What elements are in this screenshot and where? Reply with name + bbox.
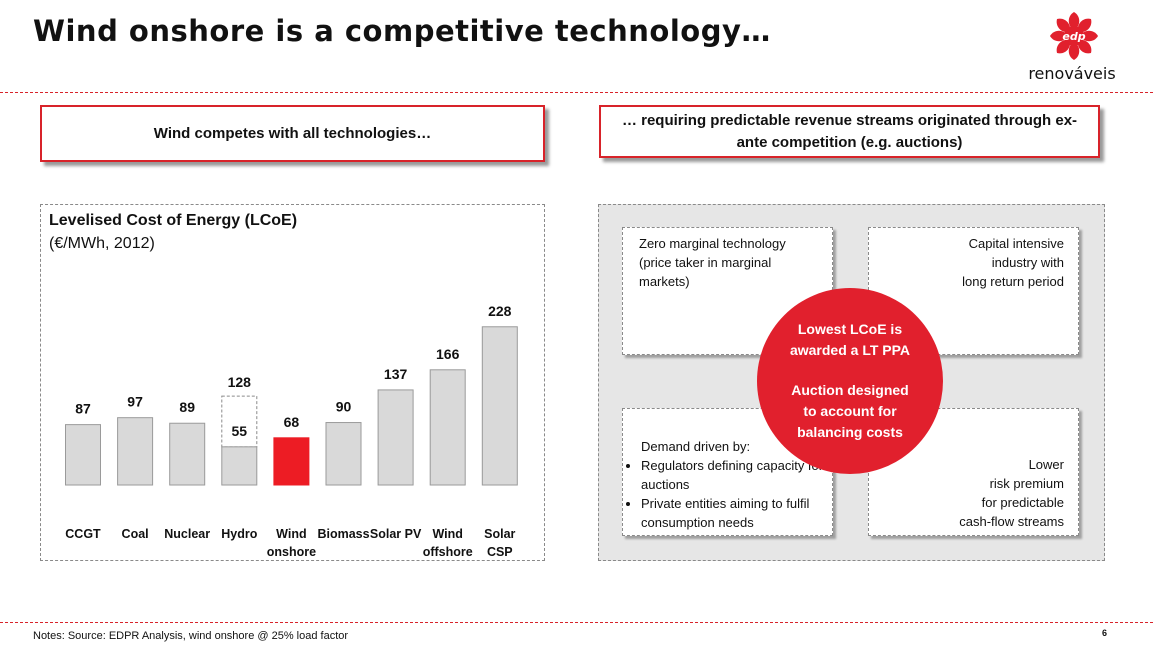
notes: Notes: Source: EDPR Analysis, wind onsho…: [33, 630, 349, 642]
bar: [169, 422, 206, 486]
list-item: Private entities aiming to fulfil consum…: [641, 494, 826, 532]
bar: [481, 326, 518, 486]
data-label: 228: [488, 303, 512, 319]
data-label: 137: [384, 366, 408, 382]
tick-label: onshore: [267, 545, 316, 559]
header-divider: [0, 92, 1153, 93]
tick-label: CSP: [487, 545, 513, 559]
quadrant-line: Zero marginal technology: [639, 236, 786, 251]
bar-range: [221, 395, 258, 448]
tick-label: Coal: [122, 527, 149, 541]
page-number: 6: [1102, 628, 1108, 638]
tick-label: Biomass: [317, 527, 369, 541]
bar: [429, 369, 466, 486]
logo-text: renováveis: [1028, 64, 1116, 83]
bar: [117, 417, 154, 486]
data-label: 90: [336, 399, 352, 415]
bar: [221, 446, 258, 486]
data-label: 97: [127, 394, 143, 410]
bar: [377, 389, 414, 486]
circle-line-auction: Auction designed to account for balancin…: [791, 382, 909, 440]
right-banner-text: … requiring predictable revenue streams …: [621, 111, 1078, 151]
list-item: Regulators defining capacity for auction…: [641, 456, 826, 494]
bar: [273, 437, 310, 486]
quadrant-line: (price taker in marginal: [639, 255, 772, 270]
tick-label: Hydro: [221, 527, 257, 541]
circle-line-ppa: Lowest LCoE is awarded a LT PPA: [789, 321, 911, 358]
quadrant-line: Capital intensive: [968, 236, 1064, 251]
bar: [325, 422, 362, 486]
quadrant-heading: Demand driven by:: [641, 439, 751, 454]
tick-label: Nuclear: [164, 527, 210, 541]
bar: [65, 424, 101, 486]
tick-label: Solar PV: [370, 527, 422, 541]
data-label: 166: [436, 346, 460, 362]
data-label: 87: [75, 401, 91, 417]
quadrant-line: risk premium: [989, 476, 1064, 491]
left-banner: Wind competes with all technologies…: [40, 105, 545, 162]
quadrant-line: cash-flow streams: [959, 514, 1064, 529]
svg-text:edp: edp: [1062, 30, 1085, 43]
quadrant-line: long return period: [962, 274, 1064, 289]
page-title: Wind onshore is a competitive technology…: [33, 14, 771, 48]
data-label: 55: [232, 423, 248, 439]
tick-label: Solar: [484, 527, 515, 541]
lcoe-chart: Levelised Cost of Energy (LCoE) (€/MWh, …: [40, 204, 545, 561]
data-label: 89: [179, 399, 195, 415]
edp-logo: edp renováveis: [1022, 8, 1122, 88]
quadrant-line: Lower: [1028, 457, 1064, 472]
footer-divider: [0, 622, 1153, 623]
quadrant-line: industry with: [991, 255, 1064, 270]
tick-label: CCGT: [65, 527, 101, 541]
lowest-lcoe-circle: Lowest LCoE is awarded a LT PPA Auction …: [757, 288, 943, 474]
edp-flower-icon: edp: [1050, 12, 1098, 60]
right-banner: … requiring predictable revenue streams …: [599, 105, 1100, 158]
quadrant-line: markets): [639, 274, 690, 289]
demand-list: Regulators defining capacity for auction…: [627, 456, 826, 532]
tick-label: Wind: [276, 527, 306, 541]
tick-label: Wind: [432, 527, 462, 541]
tick-label: offshore: [423, 545, 473, 559]
chart-title: Levelised Cost of Energy (LCoE): [49, 212, 298, 229]
data-label: 68: [284, 414, 300, 430]
data-label: 128: [228, 374, 252, 390]
chart-unit: (€/MWh, 2012): [49, 235, 155, 252]
quadrant-line: for predictable: [981, 495, 1064, 510]
left-banner-text: Wind competes with all technologies…: [153, 124, 432, 142]
lcoe-bar-chart: 87 CCGT 97 Coal 89 Nuclear 128 55 Hydro 68 Wind ons…: [65, 303, 518, 559]
